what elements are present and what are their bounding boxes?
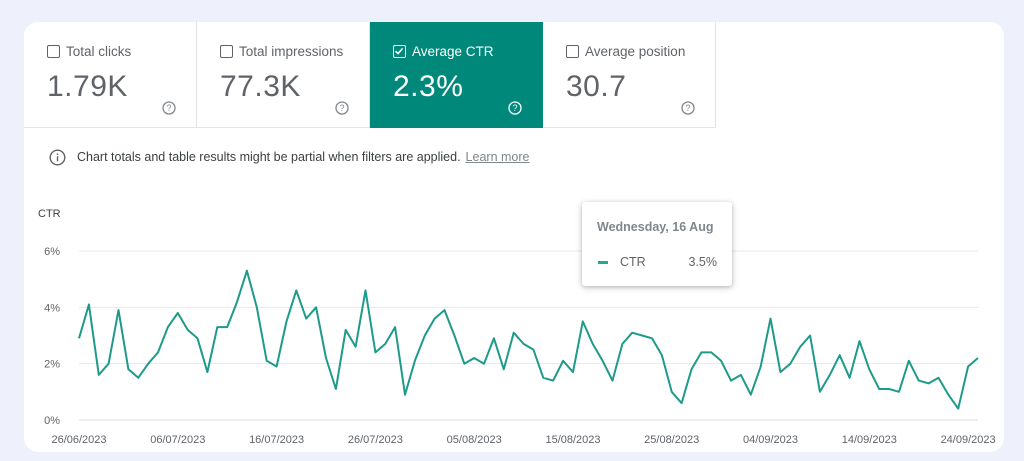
metric-label: Average CTR [412,44,494,59]
svg-text:?: ? [339,103,344,113]
tooltip-series-value: 3.5% [688,255,718,269]
series-line-ctr[interactable] [78,269,979,410]
x-tick-label: 24/09/2023 [941,434,996,446]
checkbox-total-impressions[interactable] [220,45,233,58]
check-icon [394,47,404,55]
y-tick-label: 4% [44,302,60,314]
checkbox-total-clicks[interactable] [47,45,60,58]
svg-text:?: ? [685,103,690,113]
learn-more-link[interactable]: Learn more [465,150,530,164]
svg-text:?: ? [512,103,517,113]
performance-card: Total clicks 1.79K ? Total impressions 7… [24,22,1004,452]
metric-average-position[interactable]: Average position 30.7 ? [543,22,716,128]
y-tick-label: 0% [44,415,60,427]
notice-text: Chart totals and table results might be … [77,150,461,164]
x-tick-label: 26/06/2023 [51,434,106,446]
svg-text:?: ? [166,103,171,113]
x-tick-label: 16/07/2023 [249,434,304,446]
x-tick-label: 26/07/2023 [348,434,403,446]
y-tick-label: 2% [44,359,60,371]
x-tick-label: 15/08/2023 [545,434,600,446]
chart-tooltip: Wednesday, 16 Aug CTR 3.5% [582,202,732,286]
partial-data-notice: Chart totals and table results might be … [49,147,529,167]
checkbox-average-position[interactable] [566,45,579,58]
y-tick-label: 6% [44,246,60,258]
x-tick-label: 14/09/2023 [842,434,897,446]
metric-value: 77.3K [220,70,301,103]
checkbox-average-ctr[interactable] [393,45,406,58]
metric-value: 30.7 [566,70,627,103]
x-tick-label: 25/08/2023 [644,434,699,446]
metric-label: Total clicks [66,44,132,59]
x-tick-label: 06/07/2023 [150,434,205,446]
tooltip-date: Wednesday, 16 Aug [597,220,714,234]
metric-average-ctr[interactable]: Average CTR 2.3% ? [370,22,543,128]
help-icon[interactable]: ? [162,101,176,115]
metric-label: Total impressions [239,44,344,59]
info-icon [49,148,66,166]
tooltip-series-name: CTR [620,255,646,269]
metric-value: 1.79K [47,70,128,103]
metric-value: 2.3% [393,70,464,103]
tooltip-series-swatch [598,261,608,264]
help-icon[interactable]: ? [681,101,695,115]
ctr-line-chart[interactable]: 0% 2% 4% 6% 26/06/2023 06/07/2023 16/07/2023 26… [24,200,1004,452]
x-tick-label: 04/09/2023 [743,434,798,446]
y-axis-title: CTR [38,208,61,220]
help-icon[interactable]: ? [335,101,349,115]
metric-tabs: Total clicks 1.79K ? Total impressions 7… [24,22,718,128]
metric-total-clicks[interactable]: Total clicks 1.79K ? [24,22,197,128]
metric-label: Average position [585,44,686,59]
metric-total-impressions[interactable]: Total impressions 77.3K ? [197,22,370,128]
x-tick-label: 05/08/2023 [447,434,502,446]
help-icon[interactable]: ? [508,101,522,115]
